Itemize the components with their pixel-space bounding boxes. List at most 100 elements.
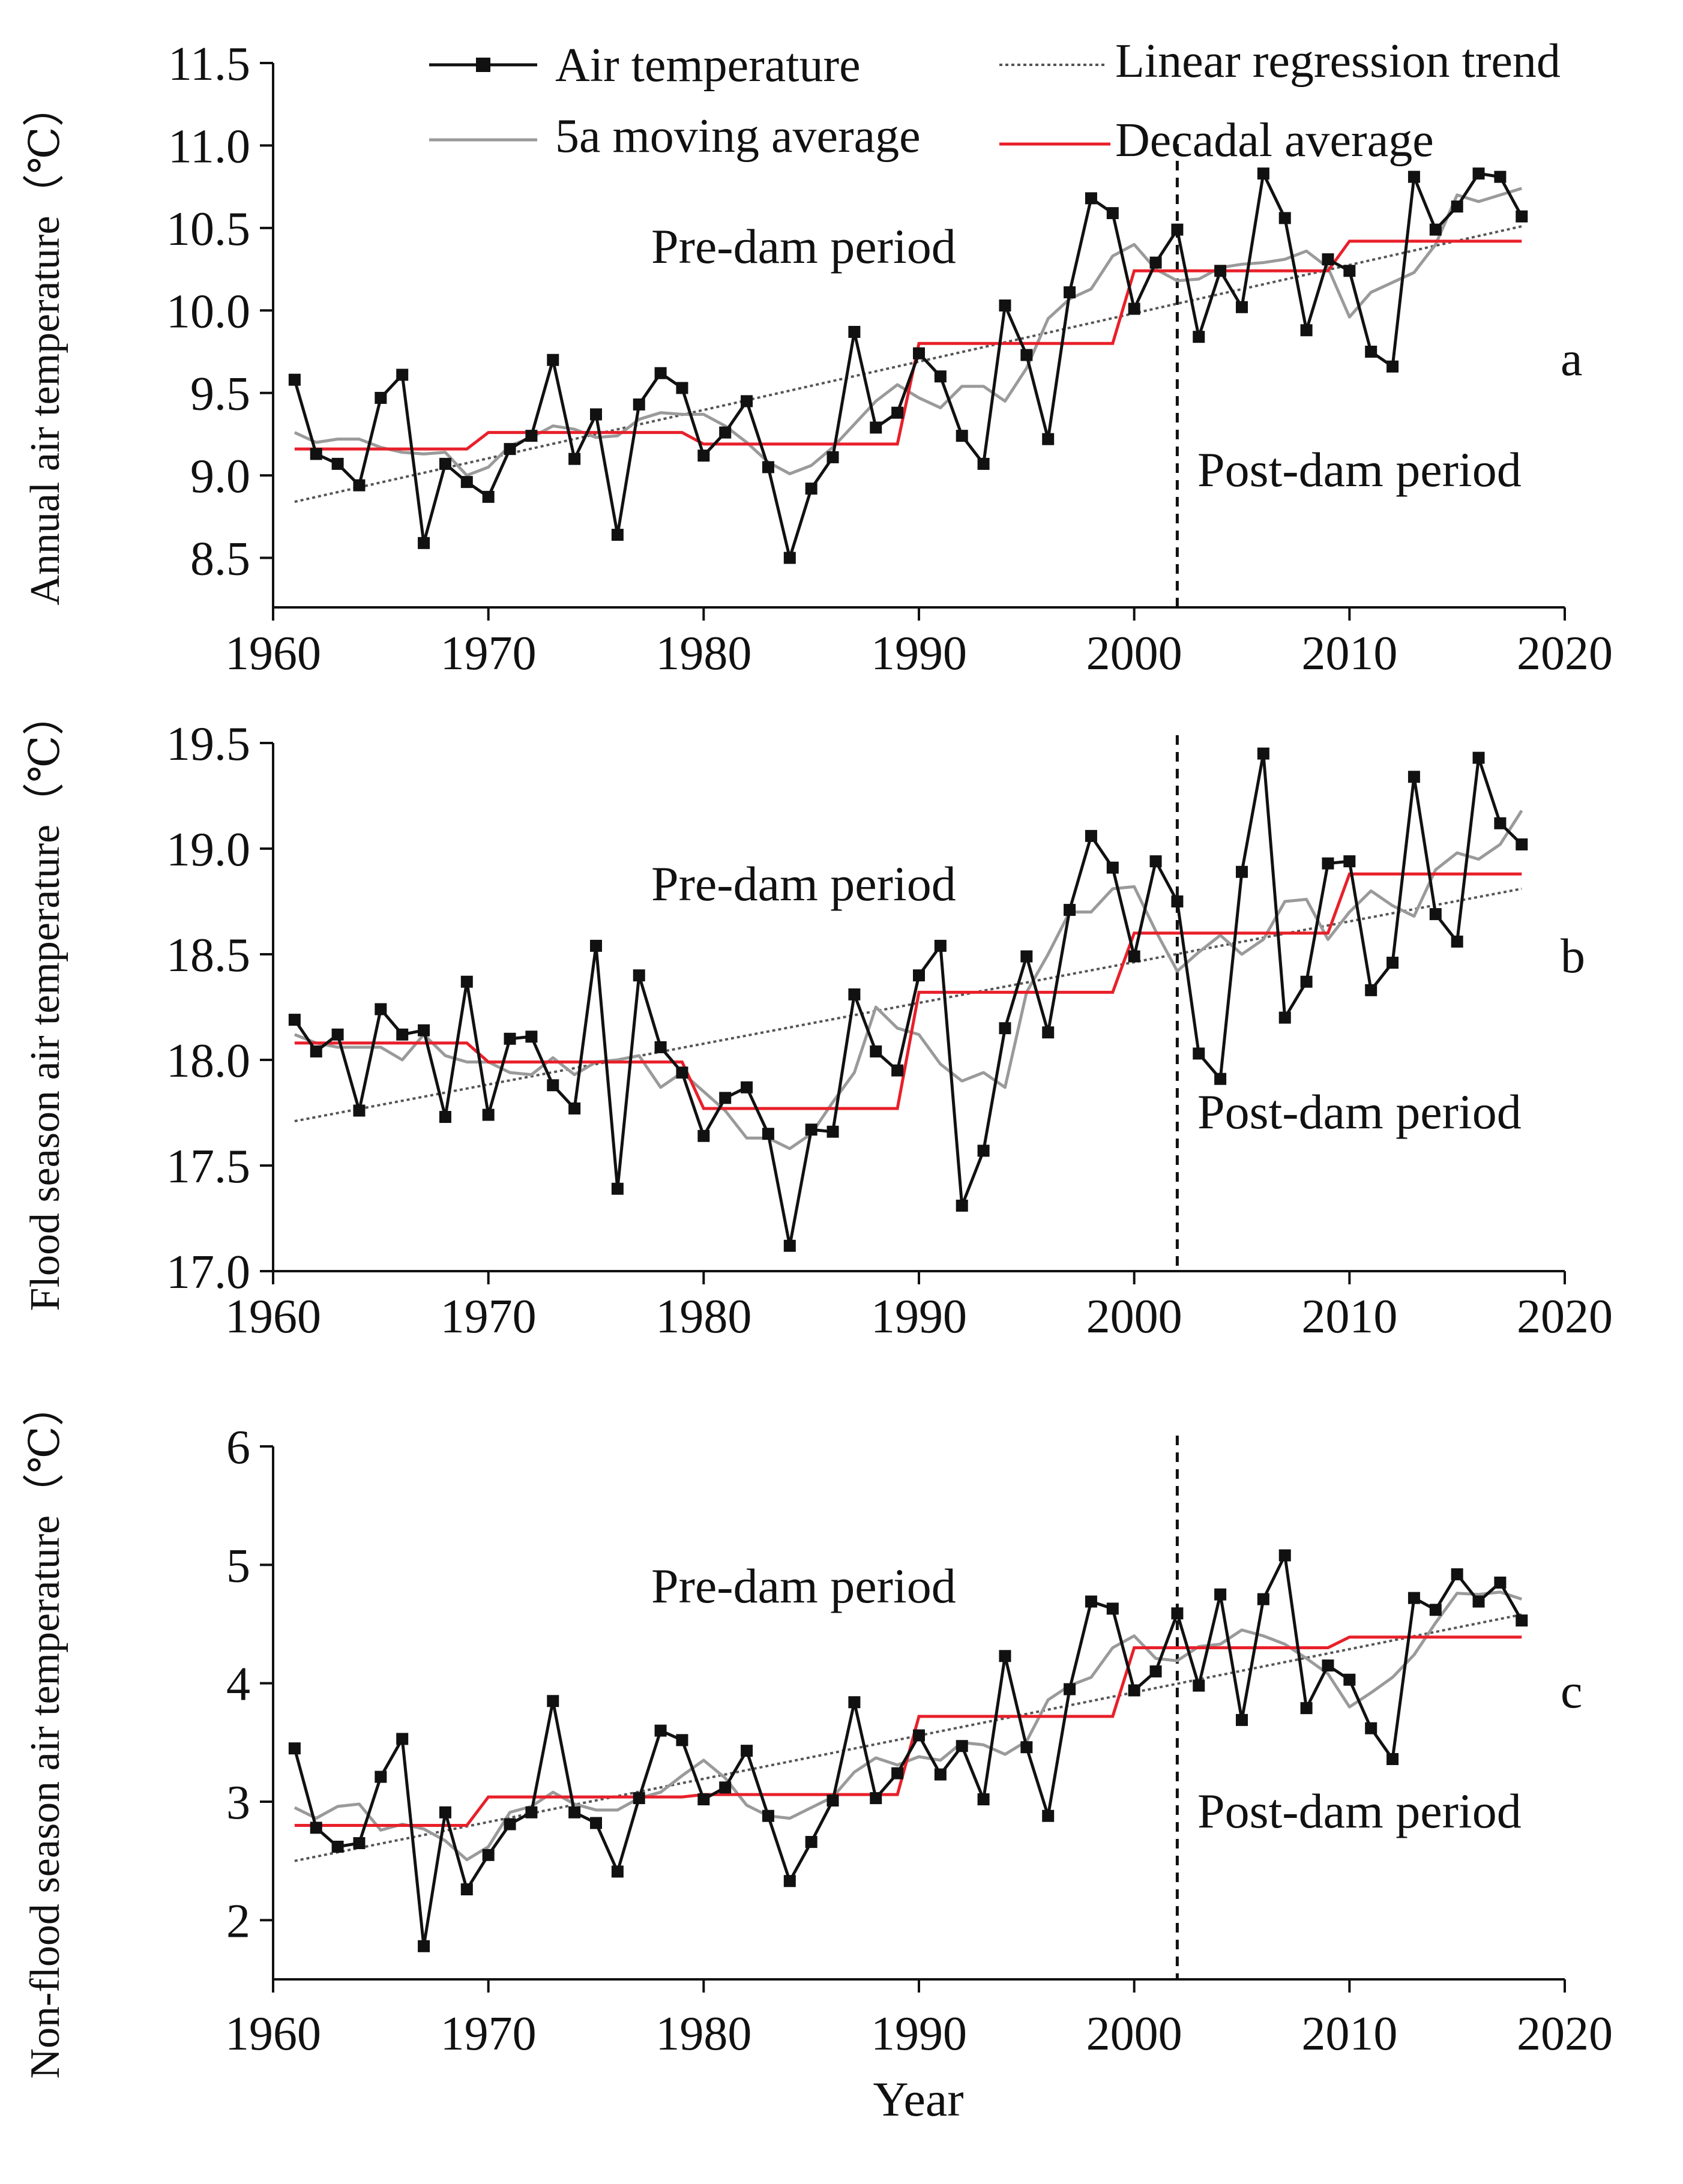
panel-c-air-temperature-point xyxy=(568,1806,581,1818)
panel-b-air-temperature-point xyxy=(1171,895,1184,907)
panel-b-air-temperature-point xyxy=(1494,817,1507,829)
panel-a-air-temperature-point xyxy=(418,537,430,549)
legend-item-decadal-average: Decadal average xyxy=(999,114,1434,167)
panel-a-air-temperature-point xyxy=(848,326,861,338)
panel-b-air-temperature-point xyxy=(999,1022,1011,1035)
panel-b-air-temperature-point xyxy=(1408,771,1420,783)
panel-a-air-temperature-point xyxy=(1257,167,1269,180)
panel-a-air-temperature-point xyxy=(1042,433,1055,445)
panel-b-y-axis-label: Flood season air temperature（℃） xyxy=(22,694,68,1311)
panel-a-x-tick-label: 2010 xyxy=(1301,627,1397,680)
panel-b-air-temperature-point xyxy=(1128,950,1140,963)
panel-c-air-temperature-point xyxy=(310,1822,322,1834)
panel-b-air-temperature-point xyxy=(1214,1072,1227,1085)
panel-c-air-temperature-point xyxy=(396,1733,409,1745)
panel-c-air-temperature-point xyxy=(848,1696,861,1709)
panel-b-x-tick-label: 2010 xyxy=(1301,1290,1397,1343)
panel-a-air-temperature-point xyxy=(482,490,495,503)
panel-c-air-temperature-point xyxy=(1429,1604,1442,1616)
panel-c-letter: c xyxy=(1561,1664,1582,1718)
panel-b-air-temperature-point xyxy=(1149,855,1162,868)
panel-b-air-temperature-point xyxy=(848,988,861,1000)
panel-a-air-temperature-point xyxy=(310,448,322,460)
panel-b-air-temperature-point xyxy=(1386,957,1399,969)
panel-a-air-temperature-point xyxy=(697,450,710,462)
panel-a-y-axis-label: Annual air temperature（℃） xyxy=(22,85,68,605)
panel-b-air-temperature-point xyxy=(310,1045,322,1057)
panel-a-x-tick-label: 1970 xyxy=(441,627,537,680)
panel-a-air-temperature-point xyxy=(1193,331,1205,343)
panel-b-x-tick-label: 1990 xyxy=(871,1290,967,1343)
panel-b-air-temperature-point xyxy=(741,1081,753,1094)
panel-c-x-tick-label: 1990 xyxy=(871,2008,967,2060)
panel-c-air-temperature-point xyxy=(375,1770,387,1783)
panel-b-y-tick-label: 18.0 xyxy=(166,1035,250,1087)
panel-b-y-tick-label: 18.5 xyxy=(166,929,250,982)
panel-a-air-temperature-point xyxy=(1085,192,1097,205)
panel-a-air-temperature-point xyxy=(956,430,968,442)
panel-b-air-temperature-point xyxy=(288,1014,301,1026)
panel-a-air-temperature-point xyxy=(1106,207,1119,220)
panel-b-air-temperature-point xyxy=(1193,1047,1205,1060)
panel-b-x-tick-label: 1960 xyxy=(225,1290,321,1343)
panel-b-air-temperature-point xyxy=(547,1079,559,1092)
panel-b-air-temperature-point xyxy=(891,1064,904,1077)
panel-c-air-temperature-point xyxy=(826,1794,839,1807)
panel-a-air-temperature-point xyxy=(353,479,366,492)
panel-b-air-temperature-point xyxy=(396,1028,409,1041)
panel-c-air-temperature-point xyxy=(418,1940,430,1952)
legend-label-trend: Linear regression trend xyxy=(1115,35,1561,88)
panel-b-air-temperature-point xyxy=(762,1128,774,1140)
panel-b-air-temperature-point xyxy=(1257,747,1269,760)
panel-c-air-temperature-point xyxy=(1472,1595,1485,1608)
panel-b-air-temperature-point xyxy=(1085,829,1097,842)
panel-a-air-temperature-point xyxy=(1128,302,1140,315)
panel-b-air-temperature-point xyxy=(1472,751,1485,764)
panel-b-air-temperature-point xyxy=(719,1092,732,1104)
panel-a-air-temperature-point xyxy=(611,529,624,541)
panel-b-air-temperature-point xyxy=(956,1199,968,1212)
panel-b-air-temperature-point xyxy=(331,1028,344,1041)
panel-c-air-temperature-point xyxy=(1214,1588,1227,1601)
panel-b-air-temperature-point xyxy=(1365,984,1377,996)
panel-c-pre-dam-label: Pre-dam period xyxy=(651,1559,956,1613)
panel-b-y-tick-label: 17.0 xyxy=(166,1246,250,1299)
panel-b-air-temperature-point xyxy=(525,1030,538,1043)
panel-a-y-tick-label: 8.5 xyxy=(190,533,250,586)
panel-c-air-temperature-point xyxy=(1257,1593,1269,1605)
panel-c-trend-line xyxy=(294,1613,1522,1862)
panel-a-air-temperature-point xyxy=(1429,223,1442,236)
panel-c-air-temperature-point xyxy=(1322,1659,1334,1672)
panel-a-post-dam-label: Post-dam period xyxy=(1197,442,1522,497)
panel-c-air-temperature-point xyxy=(482,1849,495,1861)
panel-c-air-temperature-point xyxy=(1064,1683,1076,1695)
panel-a-air-temperature-point xyxy=(1343,265,1356,277)
panel-a-air-temperature-point xyxy=(676,382,688,394)
panel-b-y-tick-label: 19.5 xyxy=(166,718,250,771)
panel-c-x-tick-label: 2020 xyxy=(1517,2008,1613,2060)
panel-c-air-temperature-point xyxy=(1343,1673,1356,1686)
panel-c-air-temperature-point xyxy=(999,1650,1011,1662)
panel-a-air-temperature-point xyxy=(525,430,538,442)
panel-b-air-temperature-point xyxy=(439,1111,451,1124)
panel-a-air-temperature-point xyxy=(1278,212,1291,224)
panel-c-air-temperature-point xyxy=(956,1740,968,1752)
panel-c-air-temperature-point xyxy=(331,1840,344,1853)
panel-a-air-temperature-point xyxy=(934,370,947,383)
panel-c-air-temperature-point xyxy=(676,1734,688,1746)
panel-b: Flood season air temperature（℃） Pre-dam … xyxy=(22,694,1613,1343)
panel-a-air-temperature-point xyxy=(396,369,409,381)
panel-a-pre-dam-label: Pre-dam period xyxy=(651,219,956,274)
panel-a-air-temperature-point xyxy=(1365,345,1377,358)
panel-c-y-tick-label: 2 xyxy=(226,1895,250,1948)
panel-a-y-tick-label: 10.5 xyxy=(166,203,250,256)
panel-c-y-axis-label: Non-flood season air temperature（℃） xyxy=(22,1384,68,2078)
panel-c-air-temperature-point xyxy=(741,1745,753,1757)
panel-a-air-temperature-point xyxy=(1472,167,1485,180)
panel-c-air-temperature-point xyxy=(1408,1592,1420,1604)
panel-a-air-temperature-point xyxy=(547,353,559,366)
panel-c-air-temperature-point xyxy=(891,1767,904,1779)
panel-c-air-temperature-point xyxy=(1042,1809,1055,1822)
panel-a-y-tick-label: 10.0 xyxy=(166,285,250,338)
panel-a-decadal-average-line xyxy=(294,239,1522,451)
